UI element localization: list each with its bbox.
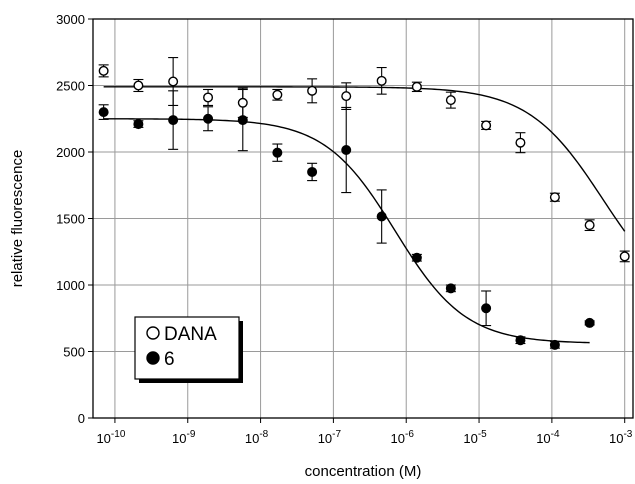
y-tick-label: 0: [78, 411, 85, 426]
y-axis-label: relative fluorescence: [9, 150, 26, 288]
y-tick-label: 1500: [56, 212, 85, 227]
legend-label-6: 6: [164, 349, 175, 370]
point-6: [515, 335, 526, 346]
x-tick-label: 10-5: [463, 429, 487, 446]
point-6: [168, 115, 179, 126]
point-6: [203, 113, 214, 124]
data-points: [98, 65, 630, 350]
y-tick-label: 2000: [56, 145, 85, 160]
point-6: [237, 115, 248, 126]
x-tick-labels: 10-10 10-9 10-8 10-7 10-6 10-5 10-4 10-3: [96, 418, 633, 446]
point-6: [481, 303, 492, 314]
x-tick-label: 10-9: [172, 429, 196, 446]
legend: DANA 6: [134, 316, 243, 383]
point-6: [133, 119, 144, 130]
x-axis-label: concentration (M): [305, 463, 422, 480]
x-tick-label: 10-7: [318, 429, 342, 446]
point-6: [549, 339, 560, 350]
fit-curve-dana: [103, 86, 626, 232]
point-6: [307, 166, 318, 177]
point-6: [376, 211, 387, 222]
y-tick-label: 500: [63, 345, 85, 360]
point-6: [411, 252, 422, 263]
x-tick-label: 10-4: [536, 429, 560, 446]
point-dana: [98, 65, 109, 76]
point-dana: [584, 220, 595, 231]
point-dana: [411, 81, 422, 92]
x-tick-label: 10-6: [391, 429, 415, 446]
y-tick-label: 1000: [56, 278, 85, 293]
point-6: [341, 145, 352, 156]
legend-marker-6: [146, 351, 160, 365]
grid-lines: [93, 19, 633, 418]
error-bars: [98, 57, 630, 349]
point-dana: [619, 251, 630, 262]
point-dana: [203, 92, 214, 103]
point-6: [98, 107, 109, 118]
point-dana: [133, 80, 144, 91]
point-dana: [481, 120, 492, 131]
x-tick-label: 10-8: [245, 429, 269, 446]
point-6: [272, 147, 283, 158]
y-tick-label: 2500: [56, 79, 85, 94]
point-dana: [445, 95, 456, 106]
point-dana: [272, 89, 283, 100]
point-dana: [237, 97, 248, 108]
point-6: [584, 317, 595, 328]
y-tick-label: 3000: [56, 12, 85, 27]
point-6: [445, 283, 456, 294]
legend-marker-dana: [146, 326, 160, 340]
point-dana: [515, 137, 526, 148]
point-dana: [307, 85, 318, 96]
y-tick-labels: 0 500 1000 1500 2000 2500 3000: [56, 12, 93, 426]
legend-label-dana: DANA: [164, 324, 217, 345]
point-dana: [168, 76, 179, 87]
x-tick-label: 10-3: [609, 429, 633, 446]
point-dana: [376, 75, 387, 86]
point-dana: [341, 91, 352, 102]
x-tick-label: 10-10: [96, 429, 125, 446]
point-dana: [549, 192, 560, 203]
fit-curves: [103, 86, 626, 344]
